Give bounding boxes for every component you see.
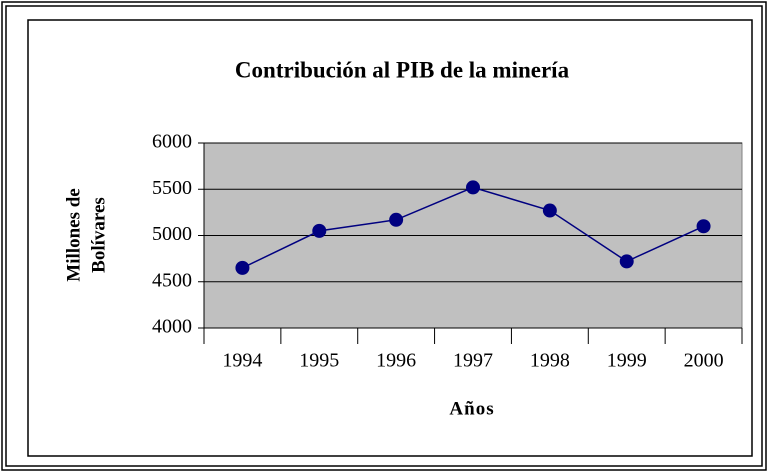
x-tick-label: 1996 — [376, 350, 416, 372]
x-tick-label: 1995 — [299, 350, 339, 372]
x-tick-label: 1994 — [222, 350, 262, 372]
chart-title: Contribución al PIB de la minería — [235, 57, 570, 82]
y-tick-label: 4500 — [152, 269, 192, 291]
outer-border-inner — [5, 5, 763, 467]
data-point — [389, 212, 404, 227]
x-tick-label: 1999 — [607, 350, 647, 372]
data-point — [312, 223, 327, 238]
x-tick-label: 1998 — [530, 350, 570, 372]
y-tick-label: 5000 — [152, 223, 192, 245]
x-tick-label: 2000 — [684, 350, 724, 372]
data-point — [542, 203, 557, 218]
data-point — [235, 260, 250, 275]
y-axis-title-line: Millones de — [63, 188, 84, 281]
y-tick-label: 4000 — [152, 316, 192, 338]
y-axis-title-line: Bolívares — [88, 197, 109, 273]
data-point — [619, 254, 634, 269]
data-point — [696, 219, 711, 234]
data-point — [466, 180, 480, 195]
x-axis-title: Años — [449, 398, 494, 419]
y-tick-label: 5500 — [152, 177, 192, 199]
y-tick-label: 6000 — [152, 131, 192, 153]
y-axis-title: Millones de Bolívares — [63, 188, 109, 281]
x-tick-label: 1997 — [453, 350, 493, 372]
